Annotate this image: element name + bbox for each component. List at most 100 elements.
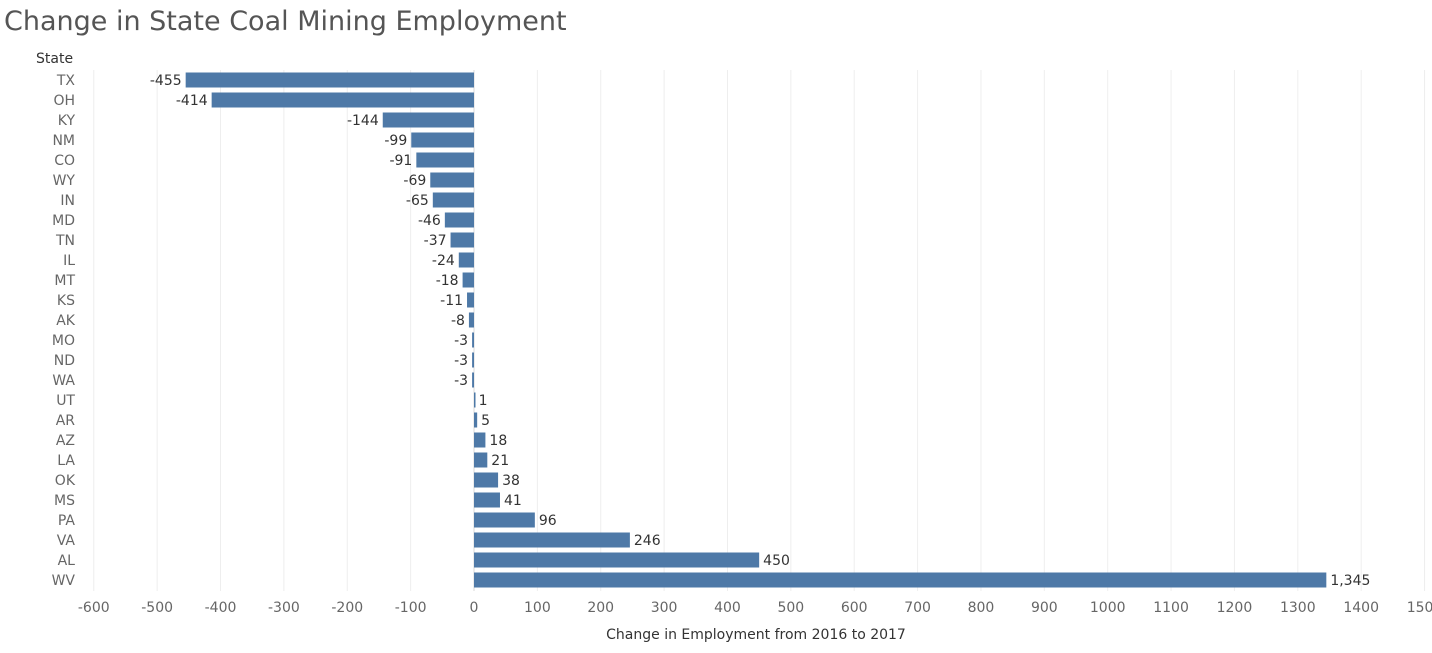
- x-tick-label: 1000: [1090, 600, 1126, 616]
- category-label: VA: [57, 533, 76, 549]
- bar: [416, 152, 474, 168]
- category-label: TN: [55, 233, 75, 249]
- data-label: -37: [424, 233, 447, 249]
- x-tick-label: 1400: [1343, 600, 1379, 616]
- data-label: 450: [763, 553, 790, 569]
- data-label: -8: [451, 313, 465, 329]
- bar: [185, 72, 474, 88]
- category-label: AL: [58, 553, 76, 569]
- x-tick-label: 500: [777, 600, 804, 616]
- bar: [382, 112, 474, 128]
- chart-title: Change in State Coal Mining Employment: [4, 6, 567, 37]
- data-label: 246: [634, 533, 661, 549]
- x-tick-label: 200: [587, 600, 614, 616]
- bar: [474, 452, 488, 468]
- x-tick-label: -600: [78, 600, 110, 616]
- category-label: WY: [53, 173, 76, 189]
- category-label: LA: [57, 453, 75, 469]
- x-tick-label: 700: [904, 600, 931, 616]
- category-label: MD: [52, 213, 75, 229]
- data-label: -46: [418, 213, 441, 229]
- x-tick-label: 900: [1031, 600, 1058, 616]
- x-tick-label: 1100: [1153, 600, 1189, 616]
- data-label: -18: [436, 273, 459, 289]
- category-label: IN: [60, 193, 75, 209]
- category-label: ND: [54, 353, 75, 369]
- category-label: AK: [56, 313, 76, 329]
- data-label: -69: [403, 173, 426, 189]
- category-label: MO: [52, 333, 75, 349]
- bar: [474, 472, 499, 488]
- x-tick-label: 600: [841, 600, 868, 616]
- category-label: UT: [56, 393, 75, 409]
- x-tick-label: -400: [205, 600, 237, 616]
- category-label: WV: [52, 573, 76, 589]
- data-label: -414: [176, 93, 208, 109]
- x-tick-label: -300: [268, 600, 300, 616]
- category-label: MT: [54, 273, 75, 289]
- data-label: -3: [454, 333, 468, 349]
- data-label: 96: [539, 513, 557, 529]
- bar: [472, 332, 474, 348]
- category-label: OH: [53, 93, 75, 109]
- bar: [474, 572, 1327, 588]
- data-label: -11: [440, 293, 463, 309]
- bar: [474, 432, 486, 448]
- bar: [472, 352, 474, 368]
- x-tick-label: 800: [968, 600, 995, 616]
- x-axis-title: Change in Employment from 2016 to 2017: [606, 627, 906, 643]
- data-label: -3: [454, 373, 468, 389]
- category-label: WA: [52, 373, 75, 389]
- bar: [474, 412, 478, 428]
- bar: [474, 392, 476, 408]
- x-tick-label: 1500: [1407, 600, 1432, 616]
- bar: [462, 272, 474, 288]
- x-tick-label: 1200: [1217, 600, 1253, 616]
- bar: [430, 172, 474, 188]
- data-label: 18: [489, 433, 507, 449]
- data-label: -65: [406, 193, 429, 209]
- x-tick-label: -200: [331, 600, 363, 616]
- x-tick-label: -100: [395, 600, 427, 616]
- bar: [474, 512, 535, 528]
- data-label: 1,345: [1330, 573, 1370, 589]
- bar: [411, 132, 474, 148]
- data-label: -24: [432, 253, 455, 269]
- data-label: -99: [384, 133, 407, 149]
- data-label: 41: [504, 493, 522, 509]
- data-label: -455: [150, 73, 182, 89]
- category-label: KY: [58, 113, 76, 129]
- x-tick-label: 100: [524, 600, 551, 616]
- data-label: 1: [479, 393, 488, 409]
- bar: [468, 312, 474, 328]
- category-label: TX: [56, 73, 76, 89]
- bar: [444, 212, 474, 228]
- data-label: 5: [481, 413, 490, 429]
- bar: [450, 232, 474, 248]
- x-tick-label: 0: [470, 600, 479, 616]
- category-label: MS: [54, 493, 75, 509]
- bar: [472, 372, 474, 388]
- category-label: NM: [52, 133, 75, 149]
- data-label: -91: [389, 153, 412, 169]
- bar: [211, 92, 474, 108]
- data-label: 38: [502, 473, 520, 489]
- category-axis-title: State: [36, 51, 74, 67]
- bar: [474, 492, 500, 508]
- category-label: PA: [58, 513, 76, 529]
- bar: [458, 252, 474, 268]
- x-tick-label: 1300: [1280, 600, 1316, 616]
- x-tick-label: -500: [141, 600, 173, 616]
- category-label: CO: [54, 153, 75, 169]
- category-label: AR: [56, 413, 76, 429]
- x-tick-label: 400: [714, 600, 741, 616]
- category-label: IL: [63, 253, 75, 269]
- data-label: 21: [491, 453, 509, 469]
- bar: [467, 292, 474, 308]
- category-label: OK: [55, 473, 76, 489]
- data-label: -3: [454, 353, 468, 369]
- x-tick-label: 300: [651, 600, 678, 616]
- category-label: KS: [57, 293, 75, 309]
